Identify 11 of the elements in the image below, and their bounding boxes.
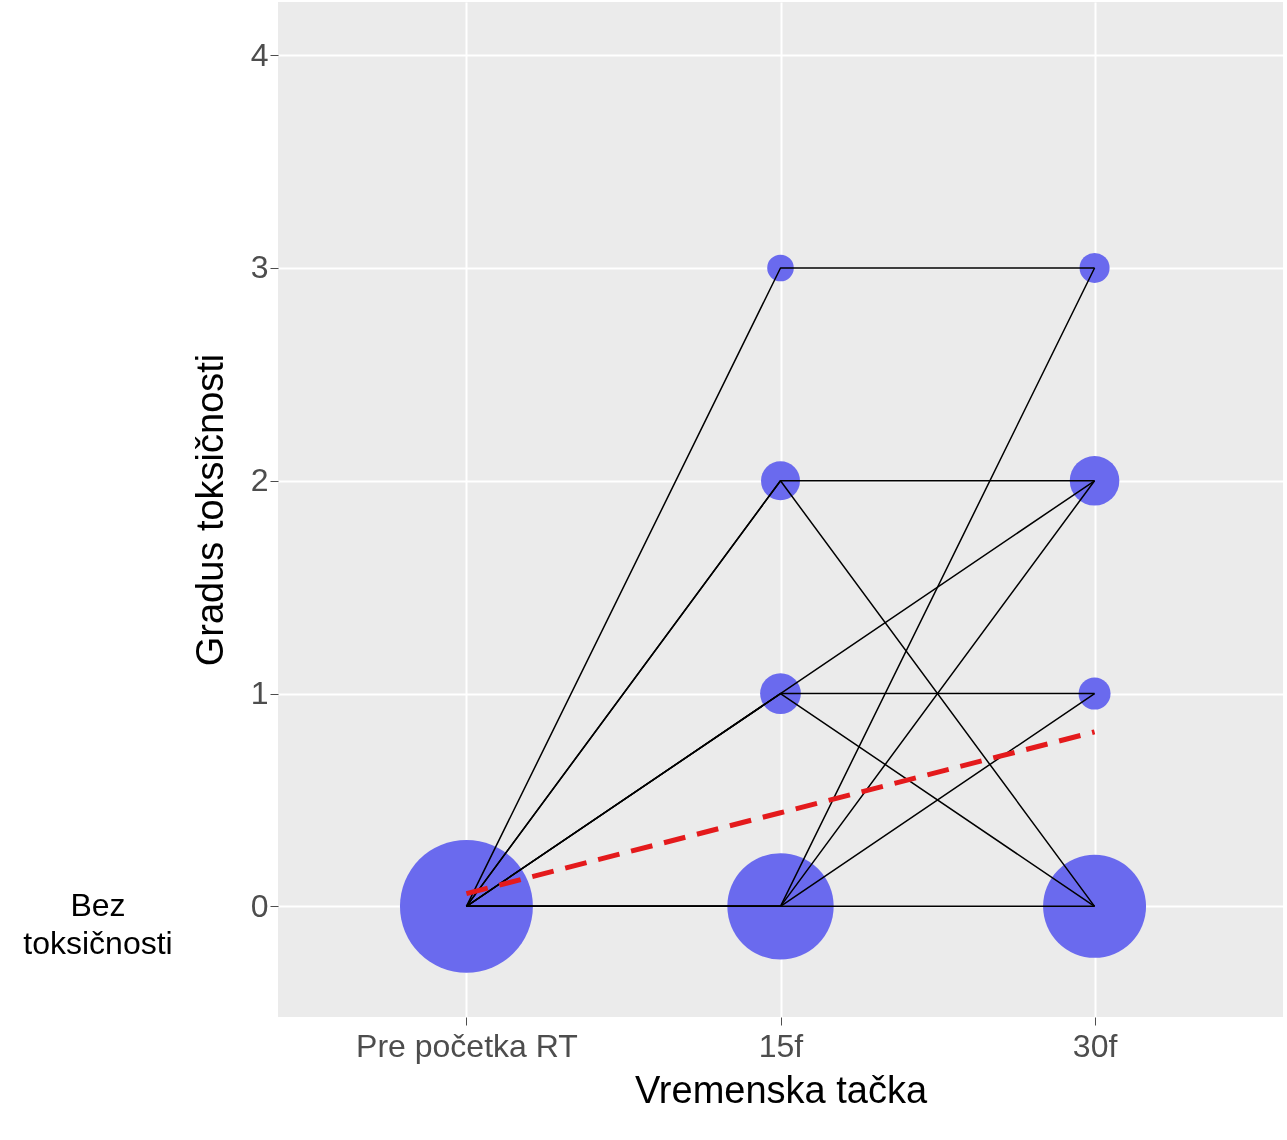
text: Bez toksičnosti <box>23 887 173 962</box>
y-tick-label: 2 <box>250 462 269 499</box>
x-tick-label: Pre početka RT <box>356 1027 578 1064</box>
y-tick-label: 1 <box>250 675 269 712</box>
y-tick-label: 4 <box>250 36 269 73</box>
y-tick-label: 0 <box>250 887 269 924</box>
x-tick-label: 15f <box>758 1027 804 1064</box>
y-axis-title: Gradus toksičnosti <box>188 353 231 667</box>
x-axis-title: Vremenska tačka <box>634 1068 928 1111</box>
y-tick-label: 3 <box>250 249 269 286</box>
x-tick-label: 30f <box>1072 1027 1118 1064</box>
